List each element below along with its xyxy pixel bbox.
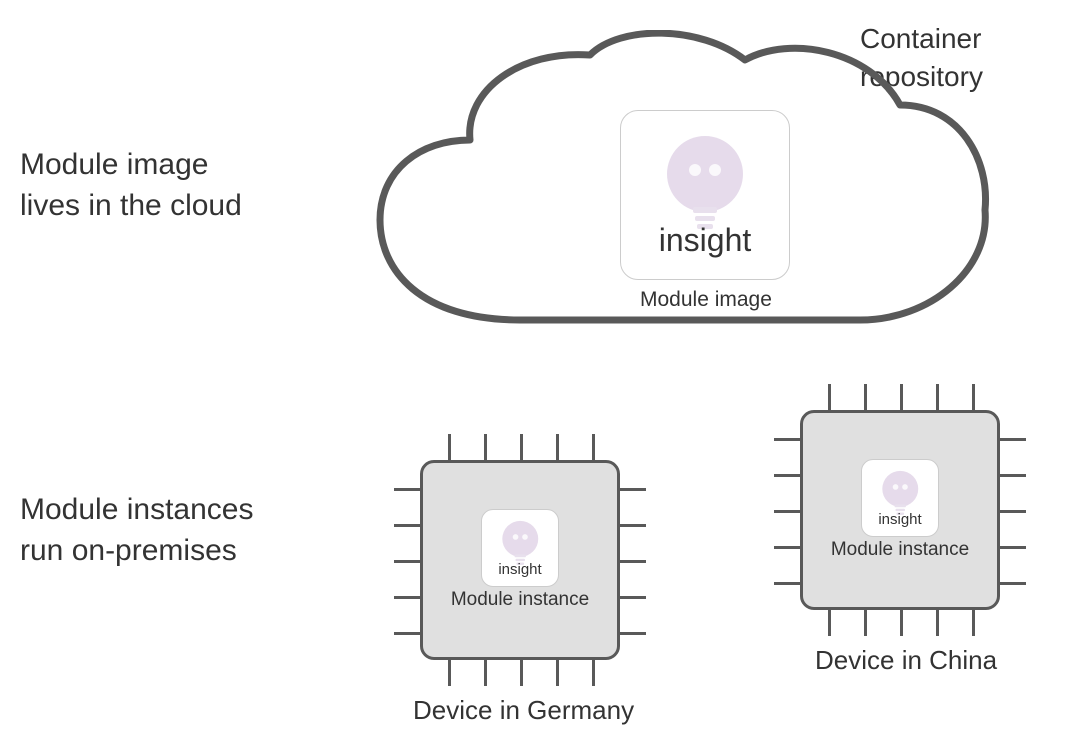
onprem-label-line2: run on-premises [20, 534, 237, 567]
module-instance-title-germany: insight [498, 561, 541, 578]
module-instance-caption-china: Module instance [831, 539, 969, 561]
cloud-label-line2: lives in the cloud [20, 189, 242, 222]
cloud-label: Module image lives in the cloud [20, 145, 242, 226]
module-instance-card-germany: insight [481, 509, 559, 587]
module-instance-card-china: insight [861, 459, 939, 537]
module-image-title: insight [659, 222, 752, 259]
chip-germany: insight Module instance [420, 460, 620, 660]
module-instance-caption-germany: Module instance [451, 589, 589, 611]
module-image-caption: Module image [640, 288, 772, 312]
chip-china: insight Module instance [800, 410, 1000, 610]
cloud-label-line1: Module image [20, 148, 208, 181]
module-instance-title-china: insight [878, 511, 921, 528]
module-image-card: insight [620, 110, 790, 280]
device-label-china: Device in China [815, 645, 997, 676]
onprem-label-line1: Module instances [20, 493, 253, 526]
onprem-label: Module instances run on-premises [20, 490, 253, 571]
chip-body-germany: insight Module instance [420, 460, 620, 660]
chip-body-china: insight Module instance [800, 410, 1000, 610]
device-label-germany: Device in Germany [413, 695, 634, 726]
